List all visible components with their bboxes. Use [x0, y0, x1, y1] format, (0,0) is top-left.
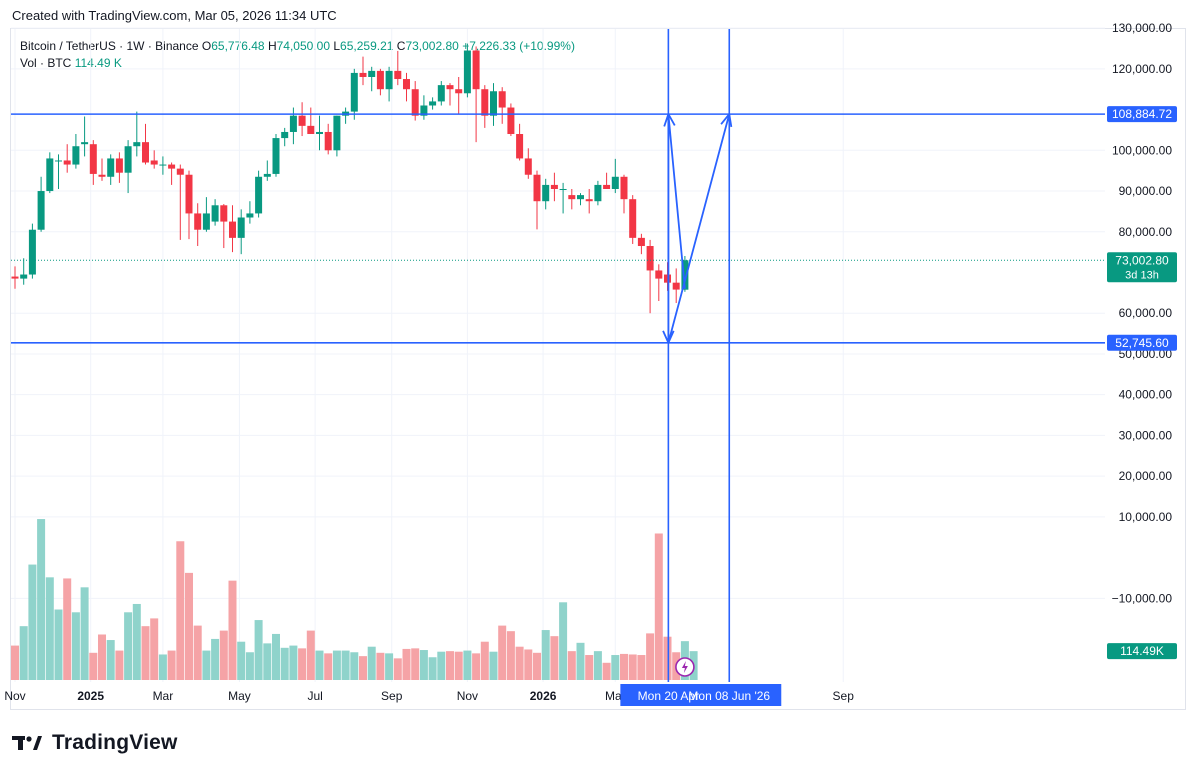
chart-frame	[10, 28, 1186, 710]
legend-close-value: 73,002.80	[405, 39, 459, 53]
legend-close-label: C	[396, 39, 406, 53]
legend-high-value: 74,050.00	[276, 39, 331, 53]
legend-symbol[interactable]: Bitcoin / TetherUS · 1W · Binance	[20, 39, 199, 53]
legend-low-value: 65,259.21	[340, 39, 394, 53]
legend-volume-label[interactable]: Vol · BTC	[20, 56, 72, 70]
chart-legend: Bitcoin / TetherUS · 1W · Binance O65,77…	[20, 38, 575, 72]
legend-change: +7,226.33 (+10.99%)	[462, 39, 575, 53]
legend-volume-row: Vol · BTC 114.49 K	[20, 55, 575, 72]
tradingview-logo-text: TradingView	[52, 731, 178, 754]
legend-ohlc-row: Bitcoin / TetherUS · 1W · Binance O65,77…	[20, 38, 575, 55]
legend-high-label: H	[267, 39, 277, 53]
legend-open-value: 65,776.48	[211, 39, 265, 53]
legend-volume-value: 114.49 K	[74, 56, 122, 70]
tradingview-logo-icon	[12, 736, 42, 750]
legend-low-label: L	[333, 39, 341, 53]
created-with-caption: Created with TradingView.com, Mar 05, 20…	[12, 8, 337, 23]
tradingview-logo[interactable]: TradingView	[12, 730, 178, 756]
legend-open-label: O	[201, 39, 212, 53]
